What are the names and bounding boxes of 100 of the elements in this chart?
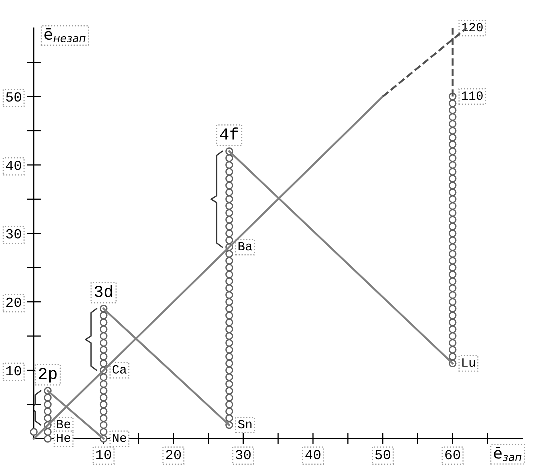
point [100,400,108,409]
point [226,414,234,422]
annotation: 110 [462,92,483,100]
point [226,202,234,210]
point [448,202,457,210]
point [226,380,234,388]
point [448,305,457,313]
point [448,222,457,231]
point [448,332,457,340]
point [226,216,234,224]
point [226,339,234,348]
point [448,148,457,156]
annotation: 3d [94,285,112,298]
point [44,400,52,409]
point [448,182,457,190]
point [448,236,457,244]
point [226,188,234,196]
point [448,161,457,170]
point [226,326,234,334]
point [448,264,457,272]
point [100,421,108,430]
point [226,168,234,176]
point [100,326,108,334]
point [226,298,234,306]
point [226,366,234,374]
point [226,270,234,279]
point [100,312,108,320]
point [448,291,457,300]
point [100,428,108,436]
point [100,394,108,402]
y-tick-label: 20 [6,298,22,308]
y-tick-label: 50 [6,92,22,102]
point [226,394,234,402]
point [448,216,457,224]
point [100,373,108,382]
point [226,264,234,272]
point [226,209,234,217]
point [226,278,234,286]
point [226,196,234,204]
point [448,312,457,320]
annotation: Ba [238,242,252,251]
annotation: He [57,434,71,442]
point [100,380,108,388]
annotation: Sn [238,420,252,429]
point [226,291,234,300]
point [226,373,234,382]
point [448,298,457,306]
annotation: Ne [113,434,126,442]
point [448,339,457,348]
point [448,270,457,279]
point [100,339,108,348]
point [448,284,457,292]
point [448,278,457,286]
point [226,222,234,231]
point [448,134,457,142]
point [226,257,234,265]
point [226,250,234,258]
point [226,318,234,326]
point [44,414,52,422]
point [448,209,457,217]
annotation: Ca [112,365,127,374]
point [448,188,457,196]
x-axis-title: ē$_{зап}$ [494,447,522,462]
point [44,428,52,436]
point [226,154,234,162]
annotation: Lu [462,358,476,368]
point [226,387,234,395]
y-tick-label: 40 [6,160,22,170]
point [226,360,234,368]
point [448,243,457,252]
annotation: 2p [39,368,57,383]
y-tick-label: 30 [6,229,22,239]
point [448,154,457,162]
point [100,408,108,416]
point [30,428,38,436]
point [226,236,234,244]
point [100,346,108,354]
point [44,435,52,443]
point [100,360,108,368]
point [226,230,234,238]
point [226,305,234,313]
point [448,346,457,354]
point [226,400,234,409]
point [226,352,234,361]
point [448,120,457,128]
point [448,175,457,183]
point [448,100,457,108]
y-tick-label: 10 [6,366,22,376]
point [448,113,457,122]
point [100,387,108,395]
point [100,352,108,361]
point [226,346,234,354]
annotation: 4f [220,128,238,140]
point [44,408,52,416]
point [100,332,108,340]
x-tick-label: 20 [166,450,182,460]
point [226,175,234,183]
x-tick-label: 10 [96,450,112,460]
point [448,326,457,334]
point [100,414,108,422]
